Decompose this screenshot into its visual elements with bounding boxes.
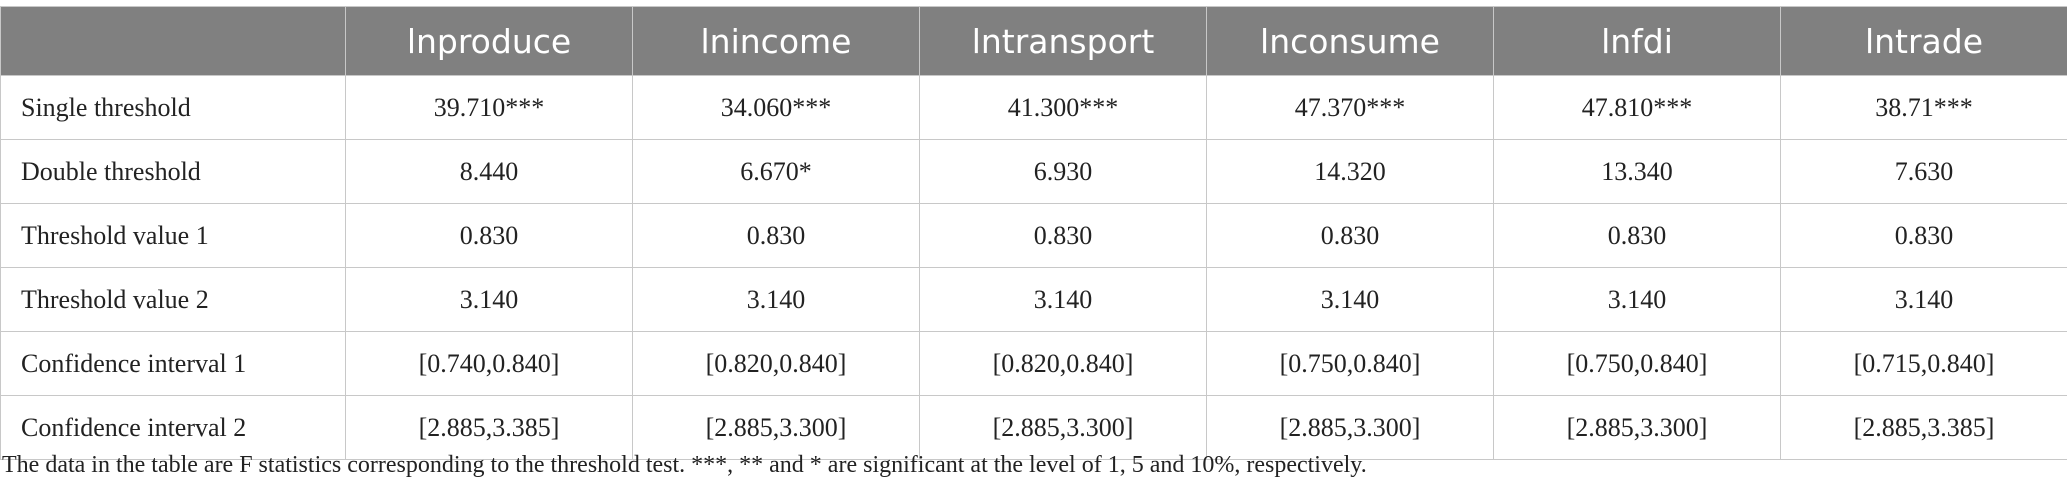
table-body: Single threshold 39.710*** 34.060*** 41.300… — [0, 75, 2067, 460]
row-label: Threshold value 2 — [0, 267, 346, 332]
row-label: Double threshold — [0, 139, 346, 204]
column-header: lntrade — [1780, 6, 2067, 76]
cell: [0.820,0.840] — [919, 331, 1207, 396]
cell: [0.715,0.840] — [1780, 331, 2067, 396]
cell: 0.830 — [345, 203, 633, 268]
table-row: Confidence interval 1 [0.740,0.840] [0.820… — [0, 331, 2067, 396]
column-header: lnconsume — [1206, 6, 1494, 76]
cell: 0.830 — [632, 203, 920, 268]
row-label: Single threshold — [0, 75, 346, 140]
table-row: Double threshold 8.440 6.670* 6.930 14.320 13… — [0, 139, 2067, 204]
cell: 14.320 — [1206, 139, 1494, 204]
cell: 3.140 — [1493, 267, 1781, 332]
cell: 3.140 — [1780, 267, 2067, 332]
cell: [2.885,3.300] — [1493, 395, 1781, 460]
cell: [2.885,3.300] — [1206, 395, 1494, 460]
cell: 3.140 — [345, 267, 633, 332]
cell: 0.830 — [919, 203, 1207, 268]
cell: 0.830 — [1780, 203, 2067, 268]
column-header: lntransport — [919, 6, 1207, 76]
results-table: lnproduce lnincome lntransport lnconsume lnf… — [0, 6, 2067, 460]
cell: 0.830 — [1206, 203, 1494, 268]
cell: 38.71*** — [1780, 75, 2067, 140]
cell: 47.810*** — [1493, 75, 1781, 140]
cell: [2.885,3.385] — [1780, 395, 2067, 460]
cell: 3.140 — [919, 267, 1207, 332]
cell: [2.885,3.300] — [632, 395, 920, 460]
corner-cell — [0, 6, 346, 76]
cell: 3.140 — [632, 267, 920, 332]
cell: 0.830 — [1493, 203, 1781, 268]
cell: [0.820,0.840] — [632, 331, 920, 396]
table-row: Threshold value 1 0.830 0.830 0.830 0.830 0.8… — [0, 203, 2067, 268]
cell: 6.930 — [919, 139, 1207, 204]
table-row: Single threshold 39.710*** 34.060*** 41.300… — [0, 75, 2067, 140]
column-header: lnfdi — [1493, 6, 1781, 76]
cell: [0.750,0.840] — [1493, 331, 1781, 396]
cell: [2.885,3.300] — [919, 395, 1207, 460]
cell: 13.340 — [1493, 139, 1781, 204]
table-row: Threshold value 2 3.140 3.140 3.140 3.140 3.1… — [0, 267, 2067, 332]
cell: 8.440 — [345, 139, 633, 204]
cell: 7.630 — [1780, 139, 2067, 204]
row-label: Threshold value 1 — [0, 203, 346, 268]
footnote: The data in the table are F statistics c… — [2, 452, 1367, 478]
header-row: lnproduce lnincome lntransport lnconsume lnf… — [0, 6, 2067, 76]
cell: 34.060*** — [632, 75, 920, 140]
column-header: lnproduce — [345, 6, 633, 76]
cell: [2.885,3.385] — [345, 395, 633, 460]
cell: 39.710*** — [345, 75, 633, 140]
cell: 47.370*** — [1206, 75, 1494, 140]
column-header: lnincome — [632, 6, 920, 76]
row-label: Confidence interval 2 — [0, 395, 346, 460]
cell: 6.670* — [632, 139, 920, 204]
cell: [0.740,0.840] — [345, 331, 633, 396]
cell: [0.750,0.840] — [1206, 331, 1494, 396]
cell: 3.140 — [1206, 267, 1494, 332]
row-label: Confidence interval 1 — [0, 331, 346, 396]
table-row: Confidence interval 2 [2.885,3.385] [2.885… — [0, 395, 2067, 460]
cell: 41.300*** — [919, 75, 1207, 140]
